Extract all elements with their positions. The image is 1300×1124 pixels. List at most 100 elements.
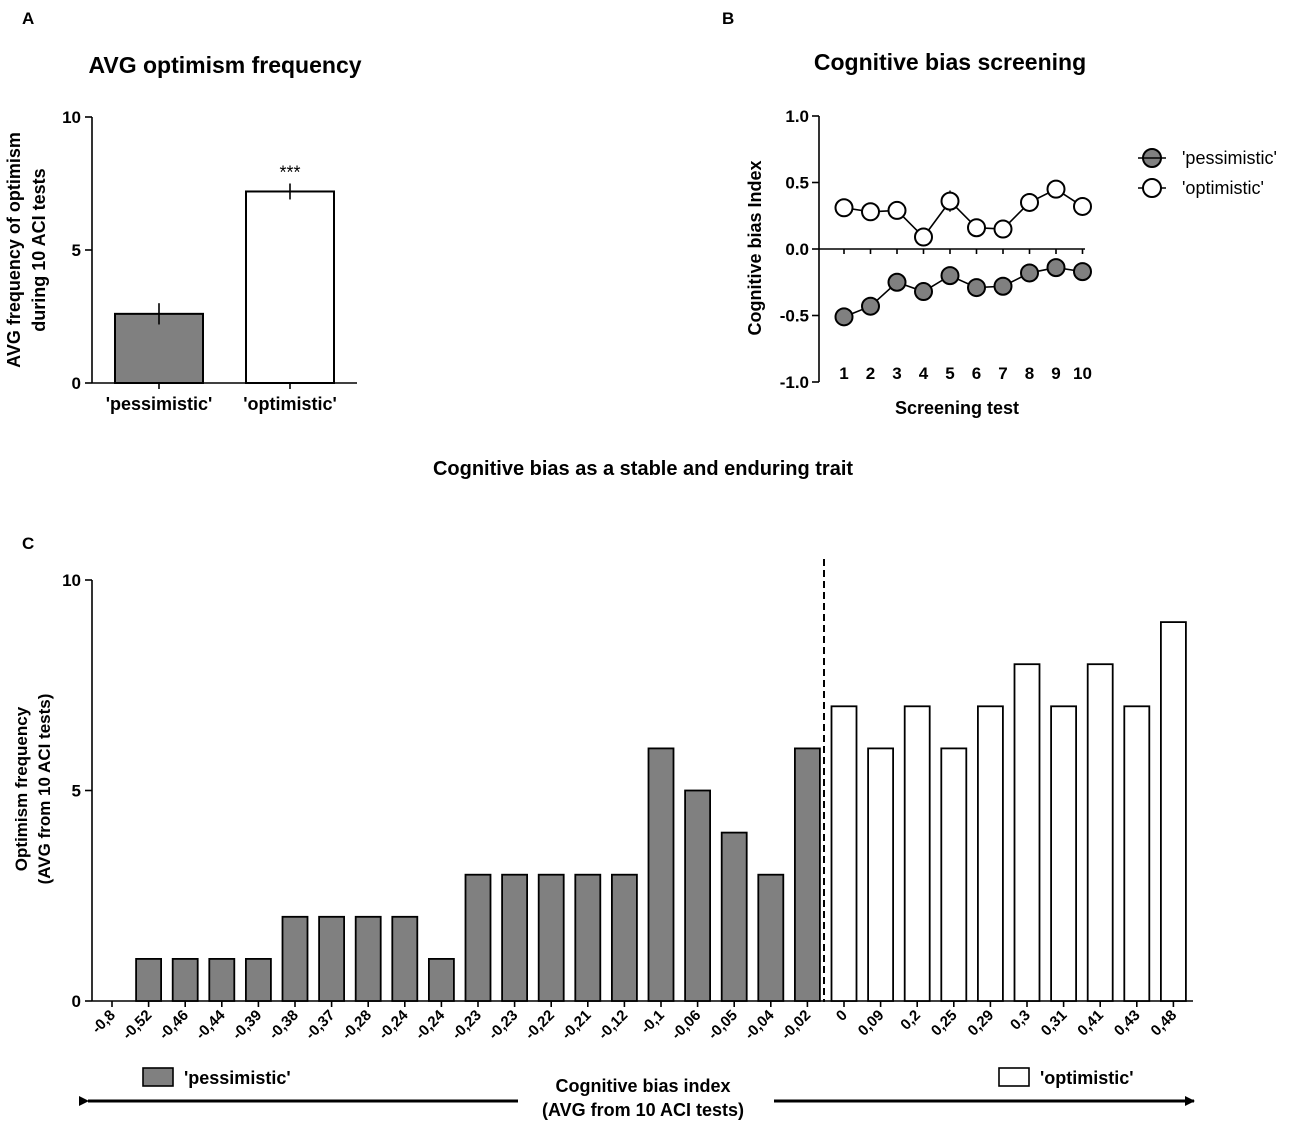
panel-c-xtick-label: 0,43 [1111, 1007, 1144, 1040]
panel-b-xtick-label: 10 [1073, 364, 1092, 383]
panel-c-xtick-label: 0,3 [1007, 1007, 1034, 1034]
panel-c-xtick-label: -0,02 [778, 1007, 814, 1043]
panel-b-data-point [834, 307, 854, 327]
panel-c-xtick-label: -0,22 [522, 1007, 558, 1043]
panel-c-xtick-label: -0,8 [89, 1007, 119, 1037]
legend-optimistic-label: 'optimistic' [1182, 178, 1264, 198]
legend-optimistic-marker [1142, 178, 1162, 198]
panel-c-bar [244, 958, 272, 1002]
panel-label-a: A [22, 9, 34, 28]
panel-c-bar [611, 873, 638, 1002]
panel-c-xtick-label: 0,25 [928, 1007, 961, 1040]
panel-label-b: B [722, 9, 734, 28]
panel-a-bar [245, 190, 335, 384]
panel-c-ylabel-line1: Optimism frequency [12, 706, 31, 871]
panel-b-xtick-label: 3 [892, 364, 901, 383]
panel-b-data-point [967, 218, 986, 238]
panel-c-ytick-label: 5 [72, 782, 81, 801]
panel-c-bar [1050, 705, 1077, 1002]
panel-b-ytick-label: 0.0 [785, 240, 809, 259]
panel-b-data-point [967, 278, 986, 298]
panel-b-data-point [1020, 263, 1039, 283]
panel-b-data-point [887, 200, 907, 220]
panel-c-bar [830, 705, 858, 1002]
panel-b-xtick-label: 5 [945, 364, 954, 383]
panel-c-bar [940, 747, 968, 1002]
legend-pessimistic-label: 'pessimistic' [1182, 148, 1277, 168]
panel-b-data-point [861, 296, 880, 316]
panel-b-xtick-label: 1 [839, 364, 848, 383]
panel-c-xtick-label: 0,09 [855, 1007, 888, 1040]
panel-b-data-point [993, 219, 1013, 239]
panel-c-bar [501, 873, 529, 1002]
panel-b: Cognitive bias screening Cognitive bias … [745, 49, 1277, 418]
figure-title: Cognitive bias as a stable and enduring … [433, 458, 853, 480]
panel-b-ytick-label: -0.5 [780, 307, 809, 326]
panel-b-xtick-label: 9 [1051, 364, 1060, 383]
panel-c-bar [464, 873, 492, 1002]
panel-c-bar [757, 873, 785, 1002]
panel-b-data-point [940, 266, 960, 286]
panel-b-series-line [843, 266, 1083, 318]
panel-c-xtick-label: -0,04 [741, 1006, 778, 1043]
panel-b-ytick-label: 1.0 [785, 107, 809, 126]
panel-c-bar [977, 705, 1004, 1002]
panel-c-bar [171, 958, 199, 1002]
panel-a-category-label: 'optimistic' [243, 394, 337, 414]
panel-c-bar [1086, 663, 1114, 1002]
panel-c-bar [647, 747, 675, 1002]
panel-b-data-point [1073, 196, 1092, 216]
panel-c-xtick-label: -0,37 [302, 1007, 338, 1043]
panel-c-xtick-label: 0,2 [897, 1007, 924, 1034]
panel-c-xlabel-line1: Cognitive bias index [555, 1076, 730, 1096]
panel-c-bar [208, 958, 236, 1002]
panel-c: Optimism frequency (AVG from 10 ACI test… [12, 559, 1195, 1120]
panel-b-data-point [1020, 192, 1039, 212]
panel-c-xtick-label: -0,39 [229, 1007, 265, 1043]
panel-a-ylabel-line2: during 10 ACI tests [29, 168, 49, 331]
panel-c-xtick-label: -0,05 [705, 1007, 741, 1043]
panel-c-xtick-label: -0,24 [412, 1006, 449, 1043]
panel-b-xtick-label: 2 [866, 364, 875, 383]
panel-c-xtick-label: -0,46 [156, 1007, 192, 1043]
panel-c-ytick-label: 0 [72, 992, 81, 1011]
panel-c-xtick-label: -0,23 [485, 1007, 521, 1043]
panel-a-bar [114, 312, 204, 384]
panel-b-data-point [861, 202, 880, 222]
panel-c-bar [427, 958, 455, 1002]
panel-b-ylabel: Cognitive bias Index [745, 160, 765, 335]
panel-c-xtick-label: -0,23 [449, 1007, 485, 1043]
panel-c-xtick-label: 0 [833, 1007, 851, 1025]
panel-b-data-point [1046, 179, 1066, 199]
panel-c-bar [1160, 621, 1187, 1002]
legend-c-pessimistic-label: 'pessimistic' [184, 1068, 291, 1088]
panel-b-data-point [1046, 258, 1066, 278]
panel-c-xtick-label: -0,1 [638, 1007, 668, 1037]
panel-a-ylabel-line1: AVG frequency of optimism [4, 132, 24, 368]
panel-b-data-point [940, 191, 960, 211]
panel-c-bar [537, 873, 565, 1002]
panel-c-bar [684, 789, 711, 1002]
panel-b-data-point [914, 227, 933, 247]
panel-c-xtick-label: 0,31 [1038, 1007, 1071, 1040]
panel-b-series-line [843, 188, 1083, 239]
panel-b-ytick-label: -1.0 [780, 373, 809, 392]
panel-c-xtick-label: -0,12 [595, 1007, 631, 1043]
panel-b-data-point [887, 272, 907, 292]
panel-b-xtick-label: 7 [998, 364, 1007, 383]
panel-c-bar [794, 747, 821, 1002]
panel-c-bar [720, 831, 748, 1002]
panel-b-data-point [993, 276, 1013, 296]
panel-c-ytick-label: 10 [62, 571, 81, 590]
panel-b-xtick-label: 6 [972, 364, 981, 383]
legend-c-optimistic-swatch [998, 1067, 1030, 1087]
panel-c-bar [354, 915, 382, 1002]
panel-c-bar [1123, 705, 1151, 1002]
legend-c-optimistic-label: 'optimistic' [1040, 1068, 1134, 1088]
panel-c-bar [318, 915, 346, 1002]
panel-c-xtick-label: -0,44 [192, 1006, 229, 1043]
panel-c-bar [867, 747, 894, 1002]
panel-c-bar [135, 958, 163, 1002]
panel-a-ytick-label: 0 [72, 374, 81, 393]
